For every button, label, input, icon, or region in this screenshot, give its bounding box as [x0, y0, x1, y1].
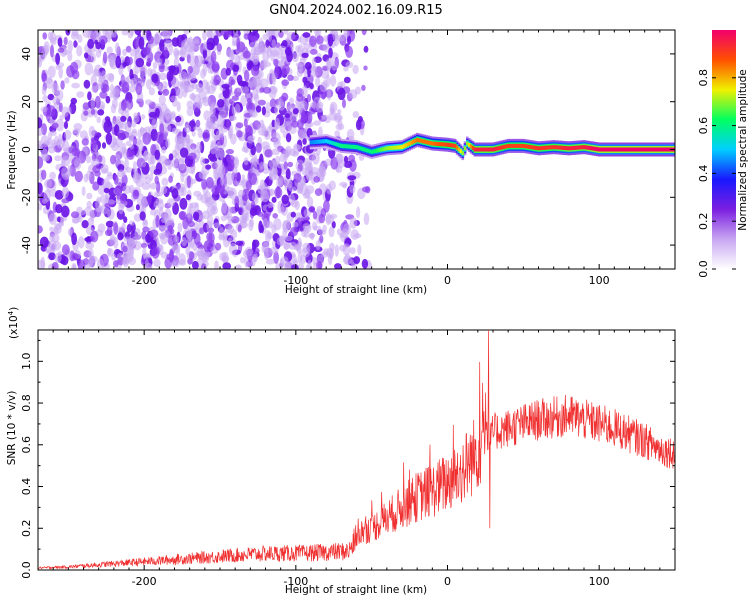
snr-series-line — [38, 330, 675, 570]
y-tick-label: 0.8 — [20, 394, 33, 412]
colorbar-tick-label: 0.4 — [697, 165, 710, 183]
snr-x-axis-label: Height of straight line (km) — [285, 584, 427, 596]
x-tick-label: -200 — [132, 575, 157, 588]
colorbar-tick-label: 0.0 — [697, 260, 710, 278]
x-tick-label: 100 — [589, 575, 610, 588]
y-tick-label: 0 — [20, 146, 33, 153]
snr-y-axis-label: SNR (10 * v/v) — [6, 391, 18, 466]
y-tick-label: 0.0 — [20, 561, 33, 579]
y-tick-label: 0.4 — [20, 478, 33, 496]
y-tick-label: 40 — [20, 47, 33, 61]
colorbar-tick-label: 0.8 — [697, 69, 710, 87]
colorbar-tick-label: 0.6 — [697, 117, 710, 135]
colorbar-label: Normalized spectral amplitude — [737, 69, 749, 230]
spectrogram-y-axis-label: Frequency (Hz) — [6, 110, 18, 189]
snr-y-multiplier: (x104) — [7, 307, 20, 339]
spectrogram-x-axis-label: Height of straight line (km) — [285, 284, 427, 296]
x-tick-label: -100 — [283, 575, 308, 588]
x-tick-label: 0 — [444, 575, 451, 588]
snr-y-ticks: 0.0 0.2 0.4 0.6 0.8 1.0 — [20, 339, 675, 579]
y-tick-label: 1.0 — [20, 353, 33, 371]
colorbar-ticks: 0.0 0.2 0.4 0.6 0.8 — [697, 69, 736, 278]
y-tick-label: 20 — [20, 95, 33, 109]
y-tick-label: 0.6 — [20, 436, 33, 454]
spectrogram-plot-area — [38, 30, 675, 269]
spectrogram-image — [38, 30, 675, 269]
colorbar-gradient — [712, 30, 736, 269]
snr-x-ticks: -200 -100 0 100 — [37, 330, 676, 588]
spectrogram-y-ticks: -40 -20 0 20 40 — [20, 47, 675, 254]
snr-panel: -200 -100 0 100 0.0 0.2 0.4 0.6 0.8 1.0 Height o… — [6, 307, 676, 596]
x-tick-label: -200 — [132, 274, 157, 287]
y-tick-label: -40 — [20, 236, 33, 254]
colorbar-tick-label: 0.2 — [697, 212, 710, 230]
snr-plot-area — [38, 330, 675, 570]
x-tick-label: 100 — [589, 274, 610, 287]
spectrogram-x-ticks: -200 -100 0 100 — [37, 30, 676, 287]
x-tick-label: 0 — [444, 274, 451, 287]
y-tick-label: 0.2 — [20, 520, 33, 538]
y-tick-label: -20 — [20, 188, 33, 206]
colorbar: 0.0 0.2 0.4 0.6 0.8 Normalized spectral ampl… — [697, 30, 749, 278]
figure-title: GN04.2024.002.16.09.R15 — [269, 3, 443, 18]
x-tick-label: -100 — [283, 274, 308, 287]
